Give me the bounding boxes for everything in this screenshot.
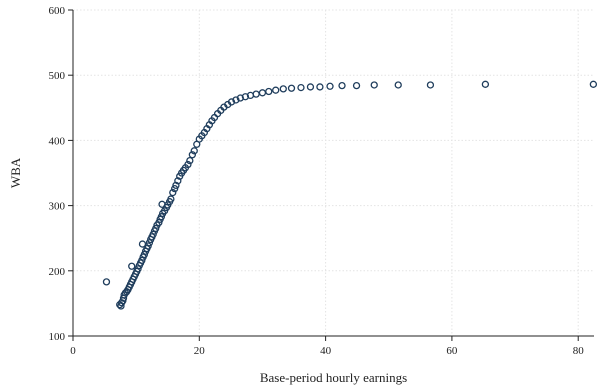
data-point [297,83,305,92]
data-point [287,84,296,92]
x-tick-label: 20 [194,345,206,357]
data-point [128,262,136,270]
x-tick-label: 60 [446,345,458,357]
data-point [589,80,598,88]
data-point [155,218,163,227]
data-point [316,83,324,91]
data-point [252,90,260,98]
data-point [186,156,194,165]
data-point [338,81,346,90]
y-tick-label: 200 [49,266,66,278]
data-point [157,213,166,221]
grid-lines [72,9,594,337]
data-point [184,160,192,169]
data-point [326,82,334,90]
data-point [272,86,280,94]
x-tick-label: 40 [320,345,332,357]
axes [72,10,594,337]
y-tick-label: 100 [49,331,66,343]
data-point [169,188,177,197]
data-point [172,181,180,190]
data-point [265,87,273,96]
y-tick-label: 600 [49,5,66,17]
y-tick-label: 500 [49,70,66,82]
data-point [190,147,198,155]
ticks: 0 20 40 60 80 100 200 300 400 500 600 [49,5,585,357]
data-point [481,80,490,88]
x-axis-title: Base-period hourly earnings [260,370,407,385]
data-point [171,184,179,193]
data-point [227,98,236,106]
data-point [138,256,146,265]
data-point [152,224,160,233]
data-point [352,81,361,90]
data-point [167,195,175,203]
data-point [140,250,149,259]
data-point [232,96,240,104]
data-point [258,89,267,97]
x-tick-label: 80 [573,345,585,357]
data-point [149,230,157,238]
data-point [134,265,142,273]
data-point [188,151,197,159]
y-tick-label: 400 [49,135,66,147]
y-axis-title: WBA [8,157,23,188]
data-point [144,242,152,250]
data-point [394,81,402,89]
data-point [102,278,111,286]
x-tick-label: 0 [70,345,76,357]
data-point [306,83,315,91]
data-point [174,177,182,185]
data-point [279,85,287,93]
data-point [241,93,250,101]
y-tick-label: 300 [49,201,66,213]
data-points [102,80,598,310]
data-point [145,239,154,247]
data-point [370,81,378,89]
data-point [236,94,245,102]
data-point [426,81,435,89]
